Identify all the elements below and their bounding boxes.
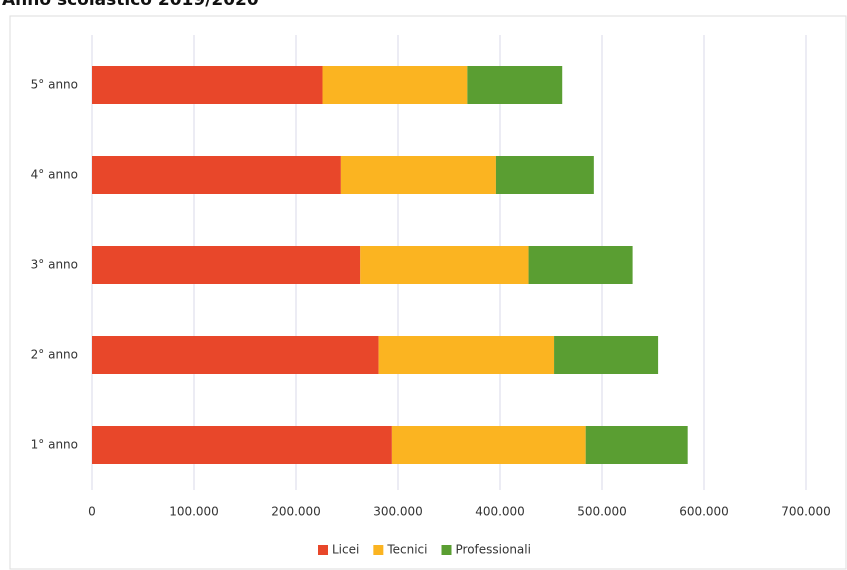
chart-frame — [9, 15, 847, 570]
x-tick-label: 700.000 — [781, 505, 831, 519]
legend-swatch — [318, 545, 328, 555]
x-tick-label: 400.000 — [475, 505, 525, 519]
bar-segment — [528, 246, 633, 284]
bar-segment — [92, 66, 323, 104]
chart-title: Anno scolastico 2019/2020 — [2, 0, 259, 10]
legend-swatch — [373, 545, 384, 555]
y-tick-label: 5° anno — [31, 78, 78, 92]
bar-segment — [92, 336, 379, 374]
bar-segment — [360, 246, 529, 284]
bar-segment — [340, 156, 496, 194]
legend-label: Licei — [332, 543, 359, 557]
x-tick-label: 600.000 — [679, 505, 729, 519]
x-tick-label: 100.000 — [169, 505, 219, 519]
bar-segment — [92, 246, 361, 284]
bar-segment — [585, 426, 688, 464]
legend-label: Professionali — [456, 543, 531, 557]
bar-segment — [92, 156, 341, 194]
y-tick-label: 1° anno — [31, 438, 78, 452]
bar-segment — [467, 66, 563, 104]
bar-segment — [391, 426, 586, 464]
bar-segment — [495, 156, 594, 194]
bar-segment — [322, 66, 468, 104]
legend-label: Tecnici — [386, 543, 427, 557]
y-tick-label: 3° anno — [31, 258, 78, 272]
legend-swatch — [441, 545, 452, 555]
x-tick-label: 300.000 — [373, 505, 423, 519]
x-tick-label: 0 — [88, 505, 96, 519]
y-tick-label: 4° anno — [31, 168, 78, 182]
x-tick-label: 500.000 — [577, 505, 627, 519]
bar-segment — [554, 336, 659, 374]
x-tick-label: 200.000 — [271, 505, 321, 519]
bar-segment — [378, 336, 555, 374]
y-tick-label: 2° anno — [31, 348, 78, 362]
bar-segment — [92, 426, 392, 464]
